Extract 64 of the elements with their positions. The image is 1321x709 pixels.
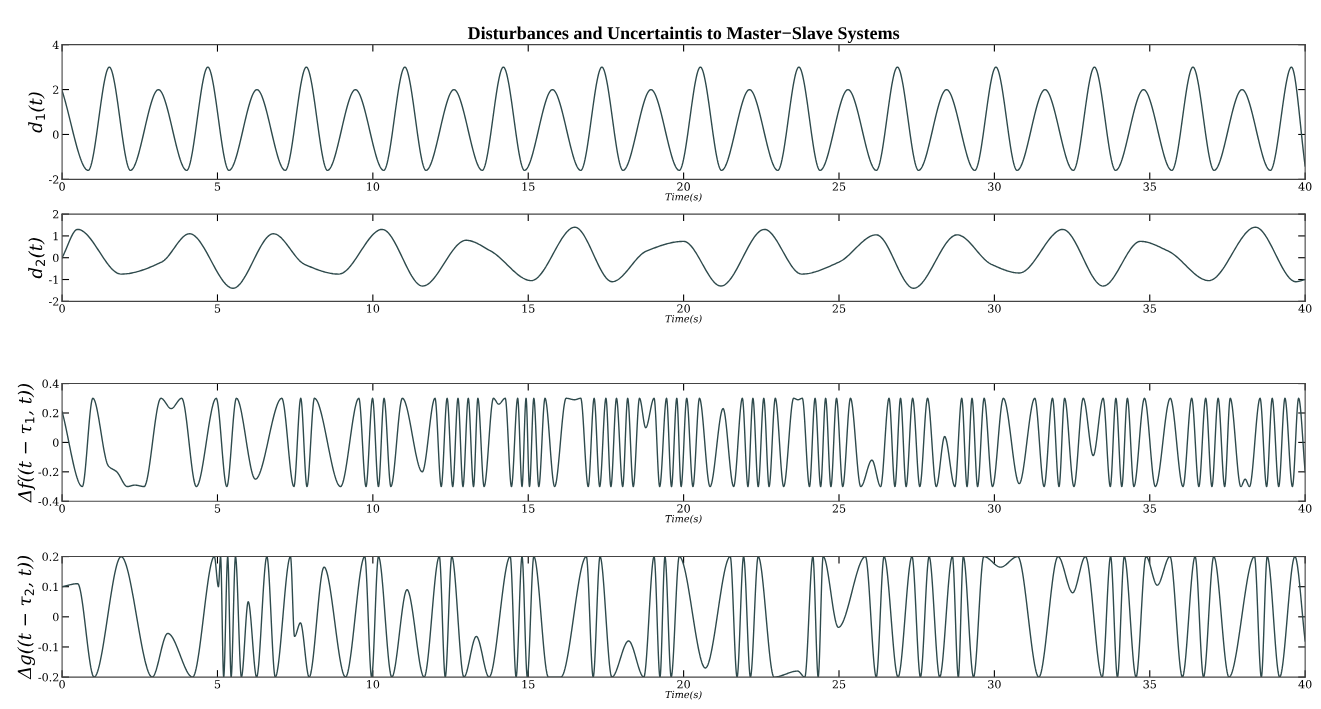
y-axis-title: d$_{1}$(t) <box>28 92 45 133</box>
x-tick-label: 25 <box>832 182 846 191</box>
y-tick-label: 0 <box>52 253 59 263</box>
x-tick-label: 5 <box>214 182 221 191</box>
x-tick-label: 0 <box>59 504 65 513</box>
x-tick-label: 35 <box>1143 304 1156 313</box>
y-tick-label: -1 <box>48 275 58 284</box>
y-tick-label: 0.1 <box>42 582 58 592</box>
y-tick-label: 0 <box>52 130 59 139</box>
y-tick-label: 0.2 <box>42 408 59 418</box>
y-tick-label: 0.4 <box>42 379 59 388</box>
y-tick-label: 2 <box>52 210 59 219</box>
x-tick-label: 15 <box>522 304 535 313</box>
x-tick-label: 40 <box>1298 182 1312 191</box>
x-tick-label: 25 <box>832 680 846 689</box>
x-tick-label: 35 <box>1143 182 1156 191</box>
x-tick-label: 40 <box>1298 504 1312 513</box>
x-tick-label: 0 <box>59 680 65 689</box>
y-tick-label: -0.4 <box>38 497 59 506</box>
x-tick-label: 40 <box>1298 304 1312 313</box>
x-tick-label: 10 <box>367 182 380 191</box>
y-tick-label: -0.2 <box>38 673 59 682</box>
x-axis-title: Time(s) <box>665 314 702 324</box>
y-axis-title: Δf((t − τ$_{1}$, t)) <box>17 384 36 503</box>
x-tick-label: 25 <box>832 504 846 513</box>
y-tick-label: 1 <box>53 231 58 241</box>
x-tick-label: 20 <box>677 304 690 313</box>
x-tick-label: 10 <box>367 504 380 513</box>
y-tick-label: -0.2 <box>38 467 59 477</box>
y-tick-label: -2 <box>48 297 59 306</box>
x-tick-label: 30 <box>988 182 1001 191</box>
y-tick-label: 0 <box>52 612 59 622</box>
x-tick-label: 0 <box>59 304 65 313</box>
y-tick-label: 2 <box>52 85 59 94</box>
y-axis-title: Δg((t − τ$_{2}$, t)) <box>17 556 35 680</box>
x-tick-label: 20 <box>677 680 690 689</box>
x-tick-label: 20 <box>677 182 690 191</box>
x-tick-label: 30 <box>988 680 1001 689</box>
x-tick-label: 25 <box>832 304 846 313</box>
x-tick-label: 35 <box>1143 504 1156 513</box>
y-tick-label: -0.1 <box>38 642 58 652</box>
x-tick-label: 0 <box>59 182 65 191</box>
y-tick-label: 4 <box>52 40 59 49</box>
x-tick-label: 30 <box>988 504 1001 513</box>
x-axis-title: Time(s) <box>665 514 702 524</box>
x-tick-label: 20 <box>677 504 690 513</box>
x-tick-label: 5 <box>214 504 221 513</box>
x-tick-label: 10 <box>367 680 380 689</box>
y-axis-title: d$_{2}$(t) <box>28 238 45 279</box>
y-tick-label: 0 <box>52 438 59 447</box>
x-tick-label: 10 <box>367 304 380 313</box>
y-tick-label: 0.2 <box>42 552 59 561</box>
chart-title: Disturbances and Uncertaintis to Master−Slave Systems <box>467 26 900 44</box>
x-tick-label: 30 <box>988 304 1001 313</box>
x-tick-label: 15 <box>522 504 535 513</box>
y-tick-label: -2 <box>48 175 59 184</box>
x-tick-label: 40 <box>1298 680 1312 689</box>
x-tick-label: 5 <box>214 304 221 313</box>
x-tick-label: 15 <box>522 182 535 191</box>
x-axis-title: Time(s) <box>665 690 702 700</box>
x-tick-label: 15 <box>522 680 535 689</box>
x-axis-title: Time(s) <box>665 192 702 202</box>
x-tick-label: 35 <box>1143 680 1156 689</box>
x-tick-label: 5 <box>214 680 221 689</box>
